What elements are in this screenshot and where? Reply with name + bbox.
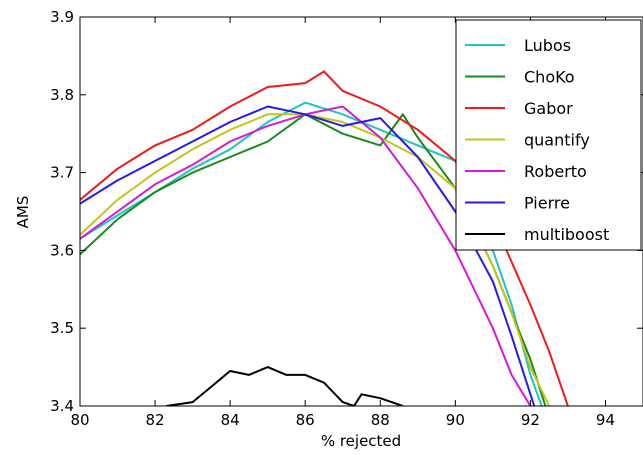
y-tick-label: 3.7 (50, 164, 74, 182)
legend-frame (455, 19, 642, 251)
legend: Lubos ChoKo Gabor quantify Roberto Pierre mult… (455, 19, 642, 251)
series-line-2 (80, 70, 569, 406)
y-tick-label: 3.6 (50, 241, 74, 259)
legend-label: Gabor (524, 99, 573, 118)
x-tick-label: 92 (521, 411, 540, 429)
legend-label: Lubos (524, 36, 571, 55)
legend-items: Lubos ChoKo Gabor quantify Roberto Pierre mult… (465, 36, 609, 244)
series-line-0 (80, 101, 543, 406)
plot-frame (79, 16, 643, 407)
x-tick-label: 82 (146, 411, 165, 429)
series-line-4 (80, 105, 532, 406)
y-tick-label: 3.9 (50, 8, 74, 26)
legend-label: quantify (524, 131, 590, 150)
y-tick-label: 3.8 (50, 86, 74, 104)
x-tick-label: 94 (596, 411, 615, 429)
x-tick-label: 90 (446, 411, 465, 429)
ticks-layer (79, 16, 643, 407)
legend-label: ChoKo (524, 68, 575, 87)
x-tick-label: 80 (70, 411, 89, 429)
x-tick-label: 88 (371, 411, 390, 429)
series-line-3 (80, 113, 551, 406)
x-tick-label: 86 (296, 411, 315, 429)
series-line-6 (166, 366, 404, 406)
legend-label: multiboost (524, 225, 609, 244)
y-tick-label: 3.4 (50, 397, 74, 415)
legend-label: Roberto (524, 162, 587, 181)
y-axis-label: AMS (14, 196, 32, 229)
legend-label: Pierre (524, 194, 570, 213)
series-line-5 (80, 105, 536, 406)
y-tick-label: 3.5 (50, 319, 74, 337)
x-tick-label: 84 (221, 411, 240, 429)
series-layer (80, 70, 569, 406)
x-axis-label: % rejected (321, 432, 401, 450)
tick-labels-layer: 80 82 84 86 88 90 92 94 3.4 3.5 3.6 3.7 3.8 3.9 (50, 8, 615, 429)
